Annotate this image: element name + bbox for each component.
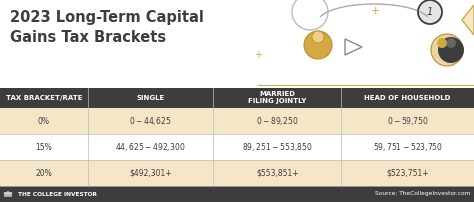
Text: Gains Tax Brackets: Gains Tax Brackets [10,30,166,45]
Bar [0,186,474,202]
Text: HEAD OF HOUSEHOLD: HEAD OF HOUSEHOLD [365,95,451,101]
Text: THE COLLEGE INVESTOR: THE COLLEGE INVESTOR [18,191,97,197]
Bar [0,0,474,88]
Text: $0 - $44,625: $0 - $44,625 [129,115,172,127]
Text: Source: TheCollegeInvestor.com: Source: TheCollegeInvestor.com [374,191,470,197]
Text: +: + [254,50,262,60]
Bar [0,134,474,160]
Bar [0,108,474,134]
Circle shape [431,34,463,66]
Polygon shape [3,191,13,195]
Text: 2023 Long-Term Capital: 2023 Long-Term Capital [10,10,204,25]
Text: TAX BRACKET/RATE: TAX BRACKET/RATE [6,95,82,101]
Text: +: + [370,6,380,16]
Circle shape [312,31,324,43]
Text: 0%: 0% [38,117,50,125]
Bar [0,88,474,108]
Text: 1: 1 [427,7,433,17]
Text: $0 - $89,250: $0 - $89,250 [256,115,299,127]
Text: $523,751+: $523,751+ [386,168,429,178]
Circle shape [418,0,442,24]
Text: 15%: 15% [36,142,52,152]
Polygon shape [462,5,474,35]
Bar [0,160,474,186]
Circle shape [438,37,464,63]
Circle shape [304,31,332,59]
Text: $59,751 - $523,750: $59,751 - $523,750 [373,141,443,153]
Text: $553,851+: $553,851+ [256,168,299,178]
Circle shape [446,38,456,48]
Text: $492,301+: $492,301+ [129,168,172,178]
Text: $44,625 - $492,300: $44,625 - $492,300 [115,141,186,153]
Text: 20%: 20% [36,168,52,178]
Bar [4,192,12,197]
Text: $0 - $59,750: $0 - $59,750 [387,115,428,127]
Text: SINGLE: SINGLE [137,95,164,101]
Circle shape [437,38,447,48]
Text: MARRIED
FILING JOINTLY: MARRIED FILING JOINTLY [248,92,307,104]
Text: $89,251 - $553,850: $89,251 - $553,850 [242,141,312,153]
